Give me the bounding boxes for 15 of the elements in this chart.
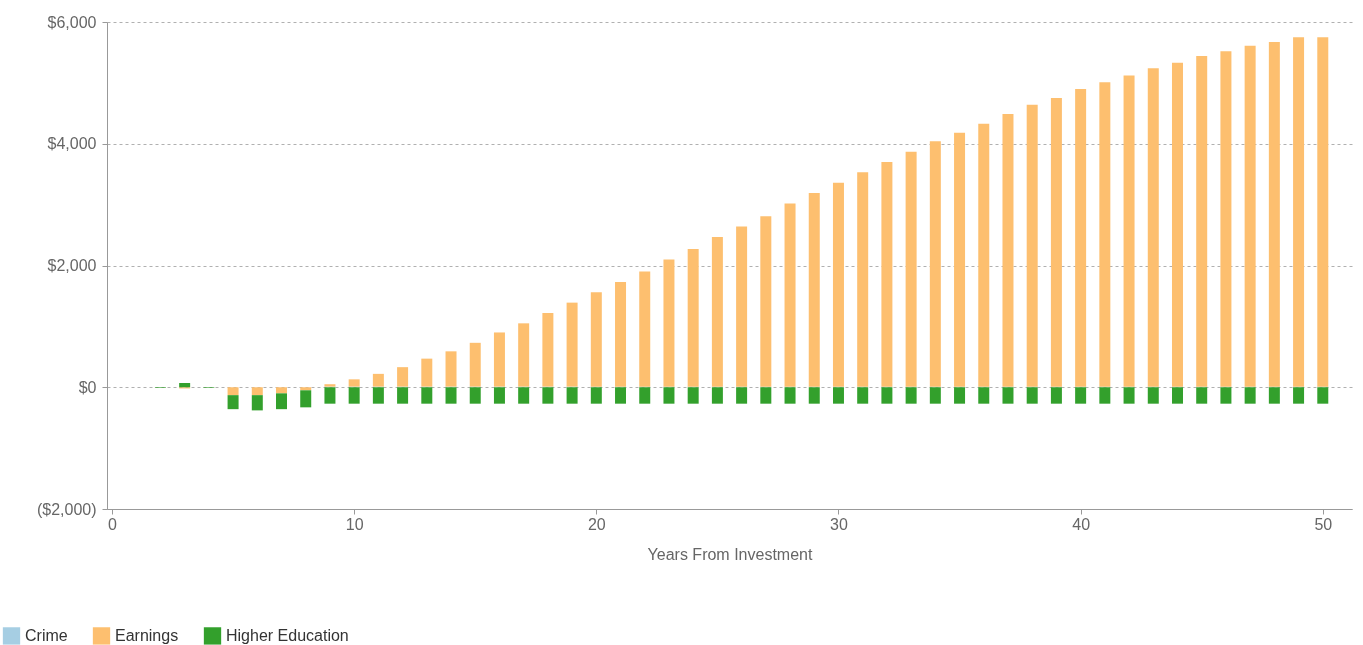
legend-label: Higher Education xyxy=(226,626,349,644)
x-tick-label: 10 xyxy=(345,515,364,533)
y-tick-label: ($2,000) xyxy=(36,500,97,518)
y-tick-label: $6,000 xyxy=(47,13,97,31)
x-axis-title: Years From Investment xyxy=(647,545,813,563)
y-tick-label: $0 xyxy=(78,378,97,396)
x-tick-label: 50 xyxy=(1314,515,1333,533)
legend-label: Earnings xyxy=(115,626,179,644)
x-tick-label: 20 xyxy=(587,515,606,533)
y-tick-label: $2,000 xyxy=(47,257,97,274)
y-tick-label: $4,000 xyxy=(47,135,97,153)
legend-label: Crime xyxy=(25,626,68,644)
x-tick-label: 40 xyxy=(1072,515,1091,533)
x-tick-label: 0 xyxy=(108,515,118,533)
x-tick-label: 30 xyxy=(830,515,848,533)
